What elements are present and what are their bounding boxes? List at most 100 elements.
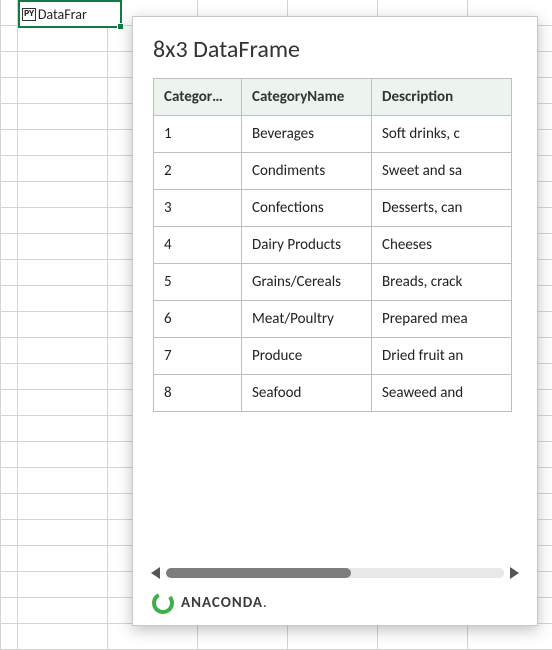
sheet-cell[interactable] (0, 312, 18, 338)
dataframe-table-wrap: Categor… CategoryName Description 1Bever… (133, 78, 537, 559)
col-header-category-id: Categor… (154, 79, 242, 116)
scroll-thumb[interactable] (166, 568, 351, 578)
table-row: 6Meat/PoultryPrepared mea (154, 301, 512, 338)
sheet-cell[interactable] (18, 494, 108, 520)
cell-category-id: 7 (154, 338, 242, 375)
tooltip-title: 8x3 DataFrame (133, 31, 537, 78)
dataframe-table: Categor… CategoryName Description 1Bever… (153, 78, 512, 412)
cell-category-name: Condiments (242, 153, 372, 190)
sheet-cell[interactable] (18, 130, 108, 156)
sheet-cell[interactable] (198, 624, 288, 650)
anaconda-brand-text: ANACONDA. (181, 594, 268, 612)
sheet-cell[interactable] (18, 208, 108, 234)
sheet-cell[interactable] (0, 520, 18, 546)
cell-category-id: 5 (154, 264, 242, 301)
sheet-cell[interactable] (0, 416, 18, 442)
sheet-cell[interactable] (18, 312, 108, 338)
cell-category-name: Confections (242, 190, 372, 227)
sheet-cell[interactable] (18, 286, 108, 312)
col-header-category-name: CategoryName (242, 79, 372, 116)
sheet-cell[interactable] (378, 624, 468, 650)
sheet-cell[interactable] (0, 234, 18, 260)
sheet-cell[interactable] (18, 52, 108, 78)
sheet-cell[interactable] (18, 598, 108, 624)
cell-text: DataFrar (38, 6, 87, 23)
cell-description: Dried fruit an (372, 338, 512, 375)
sheet-cell[interactable] (18, 338, 108, 364)
sheet-cell[interactable] (0, 78, 18, 104)
sheet-cell[interactable] (0, 182, 18, 208)
sheet-cell[interactable] (0, 390, 18, 416)
sheet-cell[interactable] (0, 624, 18, 650)
cell-category-name: Dairy Products (242, 227, 372, 264)
sheet-cell[interactable] (0, 26, 18, 52)
sheet-cell[interactable] (0, 52, 18, 78)
sheet-cell[interactable] (18, 26, 108, 52)
sheet-cell[interactable] (0, 338, 18, 364)
sheet-cell[interactable] (18, 156, 108, 182)
sheet-cell[interactable] (18, 624, 108, 650)
cell-category-id: 6 (154, 301, 242, 338)
scroll-track[interactable] (166, 568, 504, 578)
sheet-cell[interactable] (18, 260, 108, 286)
sheet-cell[interactable] (0, 546, 18, 572)
sheet-cell[interactable] (18, 416, 108, 442)
sheet-cell[interactable] (18, 364, 108, 390)
cell-category-id: 3 (154, 190, 242, 227)
table-row: 7ProduceDried fruit an (154, 338, 512, 375)
cell-category-name: Grains/Cereals (242, 264, 372, 301)
cell-description: Cheeses (372, 227, 512, 264)
sheet-cell[interactable] (0, 468, 18, 494)
sheet-cell[interactable] (288, 624, 378, 650)
table-row: 1BeveragesSoft drinks, c (154, 116, 512, 153)
sheet-cell[interactable] (18, 78, 108, 104)
table-row: 8SeafoodSeaweed and (154, 375, 512, 412)
table-row: 2CondimentsSweet and sa (154, 153, 512, 190)
cell-description: Sweet and sa (372, 153, 512, 190)
sheet-cell[interactable] (18, 468, 108, 494)
cell-category-name: Meat/Poultry (242, 301, 372, 338)
cell-description: Desserts, can (372, 190, 512, 227)
cell-category-id: 1 (154, 116, 242, 153)
sheet-cell[interactable] (18, 546, 108, 572)
sheet-cell[interactable] (0, 156, 18, 182)
sheet-cell[interactable] (0, 286, 18, 312)
cell-description: Prepared mea (372, 301, 512, 338)
cell-category-id: 8 (154, 375, 242, 412)
cell-description: Seaweed and (372, 375, 512, 412)
sheet-cell[interactable] (0, 598, 18, 624)
sheet-cell[interactable] (18, 390, 108, 416)
sheet-cell[interactable] (0, 494, 18, 520)
cell-category-name: Beverages (242, 116, 372, 153)
sheet-cell[interactable] (0, 572, 18, 598)
sheet-cell[interactable] (18, 572, 108, 598)
cell-description: Breads, crack (372, 264, 512, 301)
cell-description: Soft drinks, c (372, 116, 512, 153)
fill-handle[interactable] (117, 23, 124, 30)
table-header-row: Categor… CategoryName Description (154, 79, 512, 116)
anaconda-logo-icon (151, 591, 175, 615)
sheet-cell[interactable] (0, 260, 18, 286)
dataframe-tooltip: 8x3 DataFrame Categor… CategoryName Desc… (132, 16, 538, 626)
table-row: 3ConfectionsDesserts, can (154, 190, 512, 227)
sheet-cell[interactable] (0, 208, 18, 234)
cell-category-id: 4 (154, 227, 242, 264)
sheet-cell[interactable] (0, 0, 18, 26)
scroll-left-icon[interactable] (151, 567, 160, 579)
cell-category-name: Seafood (242, 375, 372, 412)
sheet-cell[interactable] (108, 624, 198, 650)
sheet-cell[interactable] (18, 234, 108, 260)
sheet-cell[interactable] (0, 442, 18, 468)
selected-cell[interactable]: PY DataFrar (18, 0, 122, 28)
sheet-cell[interactable] (0, 364, 18, 390)
horizontal-scrollbar[interactable] (133, 559, 537, 585)
sheet-cell[interactable] (18, 520, 108, 546)
sheet-cell[interactable] (0, 130, 18, 156)
sheet-cell[interactable] (18, 442, 108, 468)
anaconda-footer: ANACONDA. (133, 585, 537, 615)
sheet-cell[interactable] (18, 182, 108, 208)
sheet-cell[interactable] (0, 104, 18, 130)
scroll-right-icon[interactable] (510, 567, 519, 579)
sheet-cell[interactable] (468, 624, 552, 650)
sheet-cell[interactable] (18, 104, 108, 130)
